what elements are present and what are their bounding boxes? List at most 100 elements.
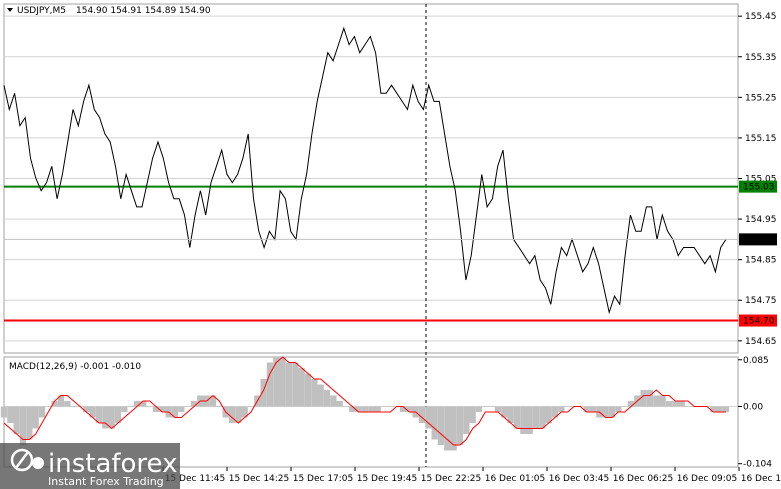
x-tick-label: 16 Dec 06:25 [613,474,674,484]
level-labels: 155.03 154.70 154.90 [4,180,777,327]
macd-bar [209,395,217,407]
macd-bar [627,401,635,407]
macd-bar [89,406,96,418]
macd-header: MACD(12,26,9) -0.001 -0.010 [9,362,141,372]
macd-bar [539,406,546,429]
macd-tick-label: 0.085 [743,356,769,366]
macd-bar [482,406,489,407]
macd-bar [469,406,476,423]
macd-bar [494,406,502,412]
macd-bar [45,406,52,407]
macd-tick-label: -0.104 [743,460,772,470]
macd-bar [102,406,109,429]
x-tick-label: 15 Dec 22:25 [421,474,482,484]
price-y-axis: 155.45 155.35 155.25 155.15 155.05 154.95 154.… [738,12,777,347]
macd-bar [127,406,134,407]
x-axis: 15 Dec 11:45 15 Dec 14:25 15 Dec 17:05 15 D… [162,467,781,484]
macd-bar [640,390,647,407]
macd-bar [317,384,324,407]
level-label-box [739,314,777,327]
logo-tagline-text: Instant Forex Trading [48,475,164,488]
macd-tick-label: 0.00 [743,403,763,413]
macd-bar [152,406,160,412]
macd-bar [659,395,666,407]
x-tick-label: 16 Dec 09:05 [677,474,738,484]
x-tick-label: 15 Dec 11:45 [165,474,226,484]
macd-bar [159,406,166,412]
price-tick-label: 154.65 [745,337,777,347]
dropdown-triangle-icon[interactable] [7,8,13,12]
x-tick-label: 16 Dec 11:45 [741,474,781,484]
price-tick-label: 155.25 [745,93,777,103]
macd-bar [235,406,242,423]
macd-bar [0,406,8,418]
macd-bar [672,401,679,407]
macd-bar [83,406,90,412]
macd-bar [349,406,356,412]
x-tick-label: 15 Dec 19:45 [357,474,418,484]
level-label: 154.70 [743,317,775,327]
macd-bar [722,406,730,412]
macd-bar [501,406,508,418]
macd-bar [716,406,723,412]
macd-bar [336,401,343,407]
macd-bar [38,406,46,418]
x-tick-label: 15 Dec 17:05 [293,474,354,484]
macd-bar [545,406,552,423]
macd-bar [437,406,445,445]
macd-bar [374,406,381,412]
x-tick-label: 15 Dec 14:25 [229,474,290,484]
macd-bar [431,406,438,440]
macd-bar [520,406,527,434]
macd-bar [513,406,521,429]
macd-bar [444,406,451,451]
price-tick-label: 154.95 [745,215,777,225]
macd-bar [32,406,39,429]
logo-mark-icon [10,448,44,472]
symbol-label: USDJPY,M5 [17,6,66,16]
macd-bar [114,406,122,423]
macd-bar [456,406,464,445]
macd-bar [361,406,369,412]
macd-bar [646,390,654,407]
macd-bar [488,406,495,407]
macd-bar [247,406,255,407]
price-tick-label: 155.15 [745,134,777,144]
macd-bar [292,362,299,407]
macd-bar [260,379,267,407]
macd-bar [368,406,375,412]
price-tick-label: 154.75 [745,296,777,306]
level-label-box [739,180,777,193]
macd-bar [279,357,286,407]
macd-bar [7,406,14,423]
macd-bar [19,406,27,445]
macd-bar [64,401,71,407]
macd-bar [108,406,115,429]
macd-bar [602,406,609,418]
macd-bar [298,368,305,407]
macd-bar [475,406,483,412]
macd-bar [133,401,141,407]
level-label: 155.03 [743,183,775,193]
macd-bar [418,406,426,423]
macd-bar [615,406,622,412]
macd-bar [551,406,559,418]
macd-bar [146,406,153,407]
macd-bar [653,395,660,407]
macd-bar [608,406,616,418]
macd-bar [241,406,248,418]
macd-bar [304,373,312,407]
price-grid [4,15,738,342]
macd-bar [507,406,514,423]
macd-bar [57,395,65,407]
current-price-label: 154.90 [743,235,775,245]
macd-bar [342,406,350,407]
macd-bar [564,406,571,407]
macd-bar [399,406,407,412]
macd-bar [273,357,280,407]
macd-bar [323,390,331,407]
current-price-box [739,233,777,246]
macd-bar [387,406,394,407]
macd-bar [589,406,597,412]
